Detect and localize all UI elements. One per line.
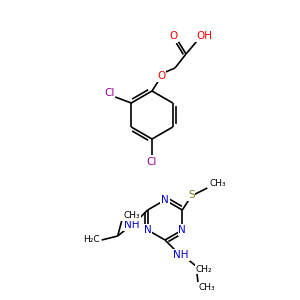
Text: OH: OH (196, 31, 212, 41)
Text: O: O (157, 71, 165, 81)
Text: CH₃: CH₃ (123, 212, 140, 220)
Text: S: S (188, 190, 195, 200)
Text: H₂C: H₂C (83, 236, 100, 244)
Text: CH₃: CH₃ (199, 284, 215, 292)
Text: CH₂: CH₂ (196, 265, 212, 274)
Text: NH: NH (124, 220, 140, 230)
Text: O: O (170, 31, 178, 41)
Text: N: N (144, 225, 152, 235)
Text: Cl: Cl (147, 157, 157, 167)
Text: CH₃: CH₃ (209, 179, 226, 188)
Text: Cl: Cl (104, 88, 114, 98)
Text: N: N (178, 225, 186, 235)
Text: N: N (161, 195, 169, 205)
Text: NH: NH (173, 250, 189, 260)
